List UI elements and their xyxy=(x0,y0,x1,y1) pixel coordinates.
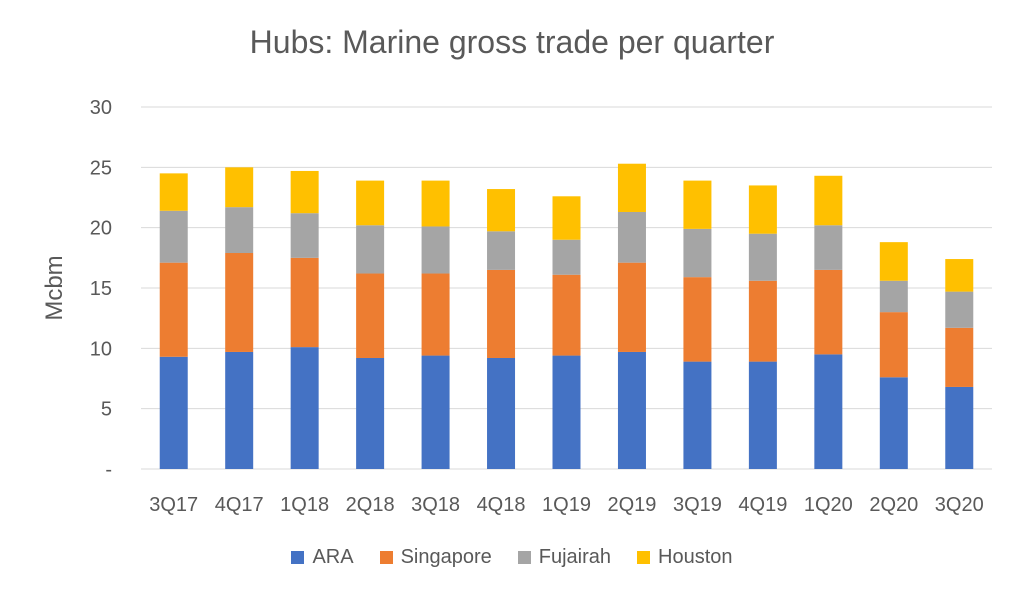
legend-label: Houston xyxy=(658,546,733,568)
bar-segment-ara xyxy=(421,355,450,469)
x-tick-label: 2Q18 xyxy=(346,494,395,516)
legend-swatch xyxy=(379,551,393,564)
bar-segment-singapore xyxy=(683,277,712,362)
bar-segment-singapore xyxy=(748,280,777,362)
y-tick-label: 25 xyxy=(90,157,112,179)
legend-label: Singapore xyxy=(400,546,492,568)
legend-item-houston: Houston xyxy=(637,546,733,569)
bar-segment-fujairah xyxy=(617,211,646,263)
y-tick-label: 15 xyxy=(90,278,112,300)
bar-segment-ara xyxy=(290,347,319,469)
y-tick-label: 10 xyxy=(90,338,112,360)
x-tick-label: 1Q19 xyxy=(542,494,591,516)
x-tick-label: 1Q20 xyxy=(804,494,853,516)
bar-segment-ara xyxy=(552,355,581,469)
legend-swatch xyxy=(517,551,531,564)
bar-segment-fujairah xyxy=(421,226,450,274)
bar-segment-singapore xyxy=(945,327,974,387)
bar-segment-houston xyxy=(617,163,646,212)
bar-segment-fujairah xyxy=(225,207,254,254)
bar-segment-singapore xyxy=(879,312,908,378)
bar-segment-houston xyxy=(421,180,450,227)
bar-segment-fujairah xyxy=(356,225,385,274)
bar-segment-ara xyxy=(683,361,712,469)
bar-segment-houston xyxy=(356,180,385,226)
bar-segment-fujairah xyxy=(159,210,188,263)
bar-segment-ara xyxy=(487,357,516,469)
y-axis-label: Mcbm xyxy=(41,255,68,320)
y-tick-label: 30 xyxy=(90,97,112,119)
x-tick-label: 4Q19 xyxy=(738,494,787,516)
bar-segment-ara xyxy=(748,361,777,469)
bar-segment-singapore xyxy=(356,273,385,358)
x-tick-label: 3Q17 xyxy=(149,494,198,516)
x-tick-label: 1Q18 xyxy=(280,494,329,516)
bar-segment-ara xyxy=(617,351,646,469)
y-tick-label: 20 xyxy=(90,218,112,240)
bar-segment-singapore xyxy=(290,257,319,348)
bar-segment-singapore xyxy=(225,253,254,352)
bar-segment-ara xyxy=(159,356,188,469)
bar-segment-singapore xyxy=(421,273,450,356)
bar-segment-houston xyxy=(487,189,516,232)
legend-swatch xyxy=(637,551,651,564)
bar-segment-houston xyxy=(683,180,712,229)
legend-item-singapore: Singapore xyxy=(379,546,492,569)
bar-segment-fujairah xyxy=(683,228,712,278)
bar-segment-fujairah xyxy=(748,233,777,281)
y-tick-label: - xyxy=(105,459,112,481)
bar-segment-fujairah xyxy=(290,213,319,258)
x-tick-label: 2Q20 xyxy=(869,494,918,516)
bar-segment-singapore xyxy=(617,262,646,352)
bar-segment-fujairah xyxy=(552,239,581,275)
x-tick-label: 2Q19 xyxy=(607,494,656,516)
bar-segment-ara xyxy=(945,386,974,469)
x-tick-label: 3Q18 xyxy=(411,494,460,516)
bar-segment-fujairah xyxy=(487,231,516,270)
bar-segment-singapore xyxy=(487,269,516,358)
legend-item-ara: ARA xyxy=(291,546,354,569)
bar-segment-houston xyxy=(879,242,908,281)
legend-item-fujairah: Fujairah xyxy=(517,546,612,569)
bar-segment-ara xyxy=(879,377,908,469)
bar-segment-fujairah xyxy=(879,280,908,313)
legend-label: ARA xyxy=(312,546,354,568)
bar-segment-houston xyxy=(552,196,581,240)
bar-segment-ara xyxy=(356,357,385,469)
bar-segment-singapore xyxy=(552,274,581,356)
x-tick-label: 3Q19 xyxy=(673,494,722,516)
bar-segment-fujairah xyxy=(814,225,843,270)
bar-segment-houston xyxy=(748,185,777,234)
bar-segment-houston xyxy=(290,170,319,214)
bar-segment-fujairah xyxy=(945,291,974,328)
legend-label: Fujairah xyxy=(538,546,612,568)
x-tick-label: 4Q18 xyxy=(477,494,526,516)
legend: ARA Singapore Fujairah Houston xyxy=(0,546,1024,569)
chart-title: Hubs: Marine gross trade per quarter xyxy=(249,24,775,60)
legend-swatch xyxy=(291,551,305,564)
x-tick-label: 4Q17 xyxy=(215,494,264,516)
bar-segment-houston xyxy=(945,259,974,292)
bar-segment-ara xyxy=(225,351,254,469)
y-tick-label: 5 xyxy=(101,399,112,421)
bar-segment-singapore xyxy=(159,262,188,357)
bar-segment-houston xyxy=(159,173,188,211)
x-tick-label: 3Q20 xyxy=(935,494,984,516)
bar-segment-houston xyxy=(814,175,843,226)
bar-segment-singapore xyxy=(814,269,843,355)
bar-segment-ara xyxy=(814,354,843,469)
bar-segment-houston xyxy=(225,167,254,208)
